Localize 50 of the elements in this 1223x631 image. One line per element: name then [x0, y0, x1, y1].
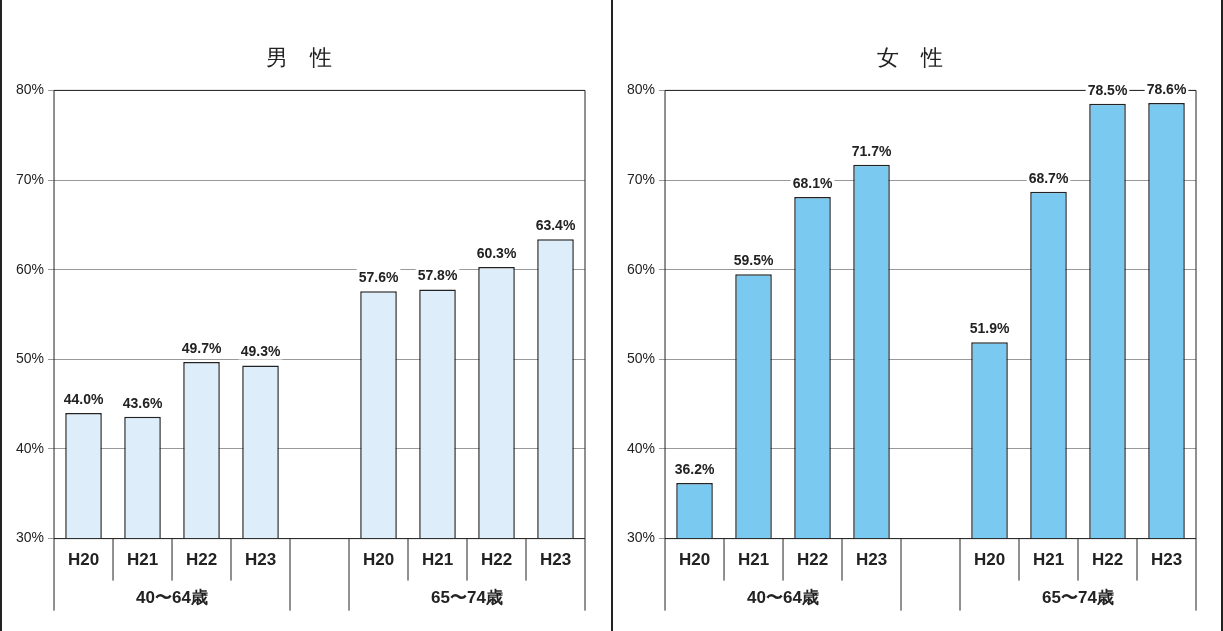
data-label: 57.6%: [358, 269, 399, 286]
data-label: 51.9%: [969, 320, 1010, 337]
x-tick-label: H21: [737, 550, 770, 570]
y-tick-label: 80%: [626, 81, 656, 98]
y-tick-label: 50%: [15, 350, 45, 367]
x-tick-label: H23: [244, 550, 277, 570]
x-tick-label: H23: [1150, 550, 1183, 570]
data-label: 59.5%: [733, 252, 774, 269]
x-tick-label: H22: [796, 550, 829, 570]
data-label: 49.3%: [240, 343, 281, 360]
x-tick-label: H22: [480, 550, 513, 570]
x-tick-label: H21: [126, 550, 159, 570]
y-tick-label: 40%: [15, 439, 45, 456]
y-tick-label: 30%: [626, 529, 656, 546]
y-tick-label: 80%: [15, 81, 45, 98]
data-label: 68.1%: [792, 174, 833, 191]
x-tick-label: H21: [1032, 550, 1065, 570]
data-label: 78.5%: [1087, 81, 1128, 98]
y-tick-label: 70%: [15, 170, 45, 187]
text: 65〜74歳: [1042, 588, 1114, 608]
text: 40〜64歳: [747, 588, 819, 608]
chart-title: 女 性: [876, 45, 943, 71]
data-label: 68.7%: [1028, 169, 1069, 186]
x-tick-label: H20: [973, 550, 1006, 570]
y-tick-label: 30%: [15, 529, 45, 546]
data-label: 78.6%: [1146, 80, 1187, 97]
x-tick-label: H20: [67, 550, 100, 570]
data-label: 43.6%: [122, 394, 163, 411]
data-label: 57.8%: [417, 267, 458, 284]
x-tick-label: H21: [421, 550, 454, 570]
y-tick-label: 70%: [626, 170, 656, 187]
x-tick-label: H23: [855, 550, 888, 570]
data-label: 63.4%: [535, 217, 576, 234]
x-tick-label: H22: [185, 550, 218, 570]
data-label: 71.7%: [851, 142, 892, 159]
x-tick-label: H20: [678, 550, 711, 570]
data-label: 36.2%: [674, 460, 715, 477]
data-label: 49.7%: [181, 339, 222, 356]
y-tick-label: 60%: [626, 260, 656, 277]
x-tick-label: H23: [539, 550, 572, 570]
data-label: 44.0%: [63, 390, 104, 407]
y-tick-label: 40%: [626, 439, 656, 456]
text: 65〜74歳: [431, 588, 503, 608]
chart-title: 男 性: [265, 45, 332, 71]
x-tick-label: H22: [1091, 550, 1124, 570]
y-tick-label: 50%: [626, 350, 656, 367]
text: 40〜64歳: [136, 588, 208, 608]
data-label: 60.3%: [476, 244, 517, 261]
y-tick-label: 60%: [15, 260, 45, 277]
x-tick-label: H20: [362, 550, 395, 570]
